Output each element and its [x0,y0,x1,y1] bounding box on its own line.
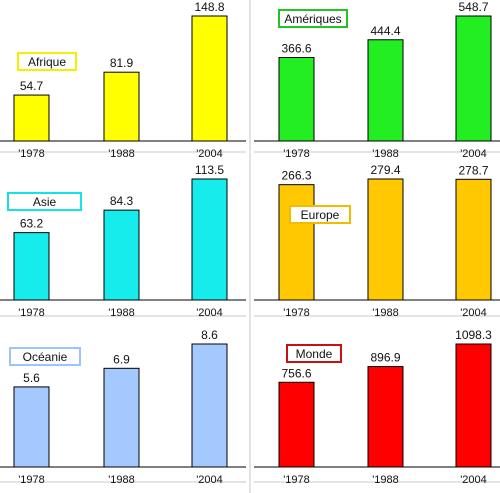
chart-panel-oceanie: 5.6 '1978 6.9 '1988 8.6 '2004 Océanie [0,328,246,486]
data-label-oceanie-2: 8.6 [201,328,218,342]
x-tick-label-asie-1: '1988 [108,307,135,319]
chart-title-asie: Asie [33,195,57,209]
chart-title-ameriques: Amériques [284,12,341,26]
bar-europe-1 [367,178,404,301]
x-tick-label-afrique-1: '1988 [108,148,135,160]
bar-oceanie-0 [13,386,50,468]
x-tick-label-oceanie-1: '1988 [108,474,135,486]
chart-title-europe: Europe [301,208,340,222]
chart-title-box-monde [286,344,342,363]
data-label-ameriques-1: 444.4 [370,24,400,38]
data-label-asie-1: 84.3 [110,194,134,208]
chart-title-box-afrique [17,52,77,71]
data-label-oceanie-0: 5.6 [23,371,40,385]
x-tick-label-afrique-0: '1978 [18,148,45,160]
data-label-afrique-1: 81.9 [110,56,134,70]
bar-afrique-2 [191,15,228,142]
bar-oceanie-2 [191,343,228,468]
x-tick-label-asie-2: '2004 [196,307,223,319]
x-tick-label-europe-2: '2004 [460,307,487,319]
x-tick-label-oceanie-2: '2004 [196,474,223,486]
data-label-monde-2: 1098.3 [455,328,492,342]
chart-panel-europe: 266.3 '1978 279.4 '1988 278.7 '2004 Europe [254,163,500,319]
data-label-ameriques-2: 548.7 [458,0,488,14]
bar-asie-1 [103,209,140,301]
x-tick-label-monde-0: '1978 [283,474,310,486]
chart-title-box-europe [289,205,351,224]
bar-ameriques-1 [367,39,404,142]
data-label-asie-0: 63.2 [20,217,44,231]
chart-panel-asie: 63.2 '1978 84.3 '1988 113.5 '2004 Asie [0,163,246,319]
bar-europe-2 [455,178,492,301]
data-label-oceanie-1: 6.9 [113,352,130,366]
chart-panel-afrique: 54.7 '1978 81.9 '1988 148.8 '2004 Afrique [0,0,246,160]
bar-oceanie-1 [103,367,140,468]
bar-afrique-0 [13,94,50,142]
data-label-europe-2: 278.7 [458,163,488,177]
data-label-monde-0: 756.6 [281,366,311,380]
bar-ameriques-2 [455,15,492,142]
x-tick-label-ameriques-1: '1988 [372,148,399,160]
x-tick-label-oceanie-0: '1978 [18,474,45,486]
chart-title-box-oceanie [9,347,81,366]
chart-panel-ameriques: 366.6 '1978 444.4 '1988 548.7 '2004 Amériques [254,0,500,160]
bar-monde-2 [455,343,492,468]
data-label-europe-1: 279.4 [370,163,400,177]
bar-ameriques-0 [278,56,315,142]
chart-title-oceanie: Océanie [23,350,68,364]
bar-asie-2 [191,178,228,301]
data-label-ameriques-0: 366.6 [281,41,311,55]
data-label-asie-2: 113.5 [195,163,224,177]
chart-panel-monde: 756.6 '1978 896.9 '1988 1098.3 '2004 Monde [254,328,500,486]
x-tick-label-europe-1: '1988 [372,307,399,319]
data-label-monde-1: 896.9 [370,351,400,365]
x-tick-label-asie-0: '1978 [18,307,45,319]
bar-monde-1 [367,366,404,468]
bar-monde-0 [278,381,315,468]
data-label-afrique-0: 54.7 [20,79,44,93]
x-tick-label-ameriques-2: '2004 [460,148,487,160]
bar-asie-0 [13,232,50,301]
x-tick-label-monde-1: '1988 [372,474,399,486]
chart-title-afrique: Afrique [28,55,66,69]
bar-europe-0 [278,184,315,301]
chart-title-box-asie [7,192,82,211]
x-tick-label-europe-0: '1978 [283,307,310,319]
data-label-europe-0: 266.3 [281,169,311,183]
x-tick-label-monde-2: '2004 [460,474,487,486]
chart-title-box-ameriques [278,9,348,28]
x-tick-label-ameriques-0: '1978 [283,148,310,160]
chart-title-monde: Monde [296,347,333,361]
x-tick-label-afrique-2: '2004 [196,148,223,160]
data-label-afrique-2: 148.8 [194,0,224,14]
bar-afrique-1 [103,71,140,142]
